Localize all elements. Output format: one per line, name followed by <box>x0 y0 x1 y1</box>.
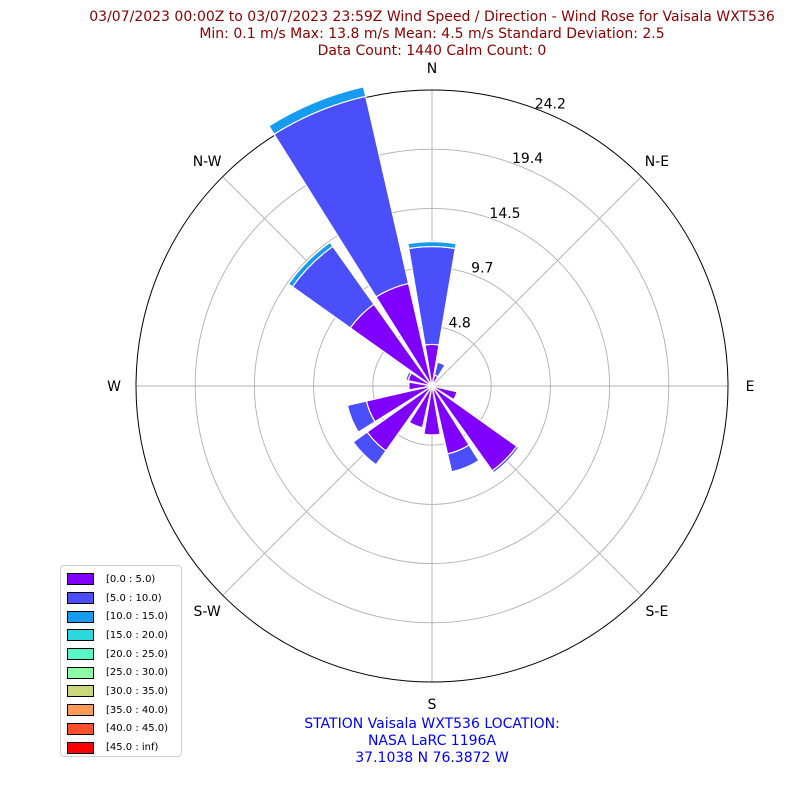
legend-label: [5.0 : 10.0) <box>106 592 162 604</box>
legend-item: [5.0 : 10.0) <box>67 589 175 608</box>
direction-label: S <box>428 697 437 713</box>
legend-swatch <box>67 704 94 717</box>
legend-label: [30.0 : 35.0) <box>106 685 169 697</box>
grid-spoke <box>431 176 642 387</box>
legend-item: [10.0 : 15.0) <box>67 607 175 626</box>
radial-tick-labels: 4.8 9.7 14.5 19.4 24.2 <box>449 97 566 332</box>
rose-bar-segment <box>433 361 446 378</box>
station-info: STATION Vaisala WXT536 LOCATION: NASA La… <box>0 716 800 767</box>
rose-bar-segment <box>405 370 413 382</box>
grid-ring <box>194 148 670 624</box>
grid-ring <box>253 207 611 565</box>
title-line-3: Data Count: 1440 Calm Count: 0 <box>317 43 547 59</box>
legend-item: [25.0 : 30.0) <box>67 663 175 682</box>
rose-bar-segment <box>407 241 457 250</box>
rose-bar-segment <box>346 400 376 433</box>
legend-swatch <box>67 592 94 605</box>
outer-circle <box>135 89 729 683</box>
rose-bar-segment <box>491 445 520 474</box>
legend-swatch <box>67 610 94 623</box>
title-line-1: 03/07/2023 00:00Z to 03/07/2023 23:59Z W… <box>89 9 775 25</box>
radial-tick-label: 14.5 <box>489 206 520 222</box>
legend-item: [20.0 : 25.0) <box>67 645 175 664</box>
radial-tick-label: 19.4 <box>512 151 543 167</box>
radial-tick-label: 9.7 <box>471 261 493 277</box>
title-line-2: Min: 0.1 m/s Max: 13.8 m/s Mean: 4.5 m/s… <box>199 26 665 42</box>
legend-item: [40.0 : 45.0) <box>67 720 175 739</box>
legend-swatch <box>67 648 94 661</box>
legend: [0.0 : 5.0) [5.0 : 10.0) [10.0 : 15.0) [15.… <box>60 565 182 757</box>
legend-item: [35.0 : 40.0) <box>67 701 175 720</box>
direction-label: W <box>107 379 121 395</box>
legend-label: [10.0 : 15.0) <box>106 611 169 623</box>
radial-tick-label: 24.2 <box>535 97 566 113</box>
radial-tick-label: 4.8 <box>449 315 471 331</box>
legend-label: [0.0 : 5.0) <box>106 573 156 585</box>
legend-label: [20.0 : 25.0) <box>106 648 169 660</box>
rose-bar-segment <box>268 86 367 136</box>
rose-bar-segment <box>352 431 387 466</box>
legend-label: [35.0 : 40.0) <box>106 704 169 716</box>
legend-swatch <box>67 629 94 642</box>
legend-label: [40.0 : 45.0) <box>106 723 169 735</box>
direction-label: S-W <box>193 604 220 620</box>
rose-bar-segment <box>408 381 433 391</box>
legend-item: [45.0 : inf) <box>67 738 175 757</box>
legend-swatch <box>67 666 94 679</box>
rose-bar-segment <box>408 385 433 429</box>
legend-item: [0.0 : 5.0) <box>67 570 175 589</box>
legend-label: [15.0 : 20.0) <box>106 629 169 641</box>
direction-labels: N N-E E S-E S S-W W N-W <box>107 61 754 713</box>
legend-swatch <box>67 573 94 586</box>
chart-title: 03/07/2023 00:00Z to 03/07/2023 23:59Z W… <box>0 9 800 60</box>
rose-bar-segment <box>287 241 334 288</box>
rose-bar-segment <box>423 385 441 436</box>
legend-item: [30.0 : 35.0) <box>67 682 175 701</box>
direction-label: E <box>746 379 755 395</box>
station-line-2: NASA LaRC 1196A <box>367 733 497 749</box>
legend-label: [45.0 : inf) <box>106 742 159 754</box>
station-line-1: STATION Vaisala WXT536 LOCATION: <box>304 716 560 732</box>
legend-label: [25.0 : 30.0) <box>106 667 169 679</box>
direction-label: S-E <box>646 604 669 620</box>
direction-label: N-E <box>645 154 669 170</box>
legend-swatch <box>67 685 94 698</box>
direction-label: N <box>427 61 437 77</box>
rose-bar-segment <box>431 385 458 401</box>
direction-label: N-W <box>193 154 222 170</box>
legend-swatch <box>67 722 94 735</box>
rose-bar-segment <box>446 444 480 473</box>
station-line-3: 37.1038 N 76.3872 W <box>355 750 509 766</box>
legend-item: [15.0 : 20.0) <box>67 626 175 645</box>
legend-swatch <box>67 741 94 754</box>
rose-bars <box>268 86 520 474</box>
